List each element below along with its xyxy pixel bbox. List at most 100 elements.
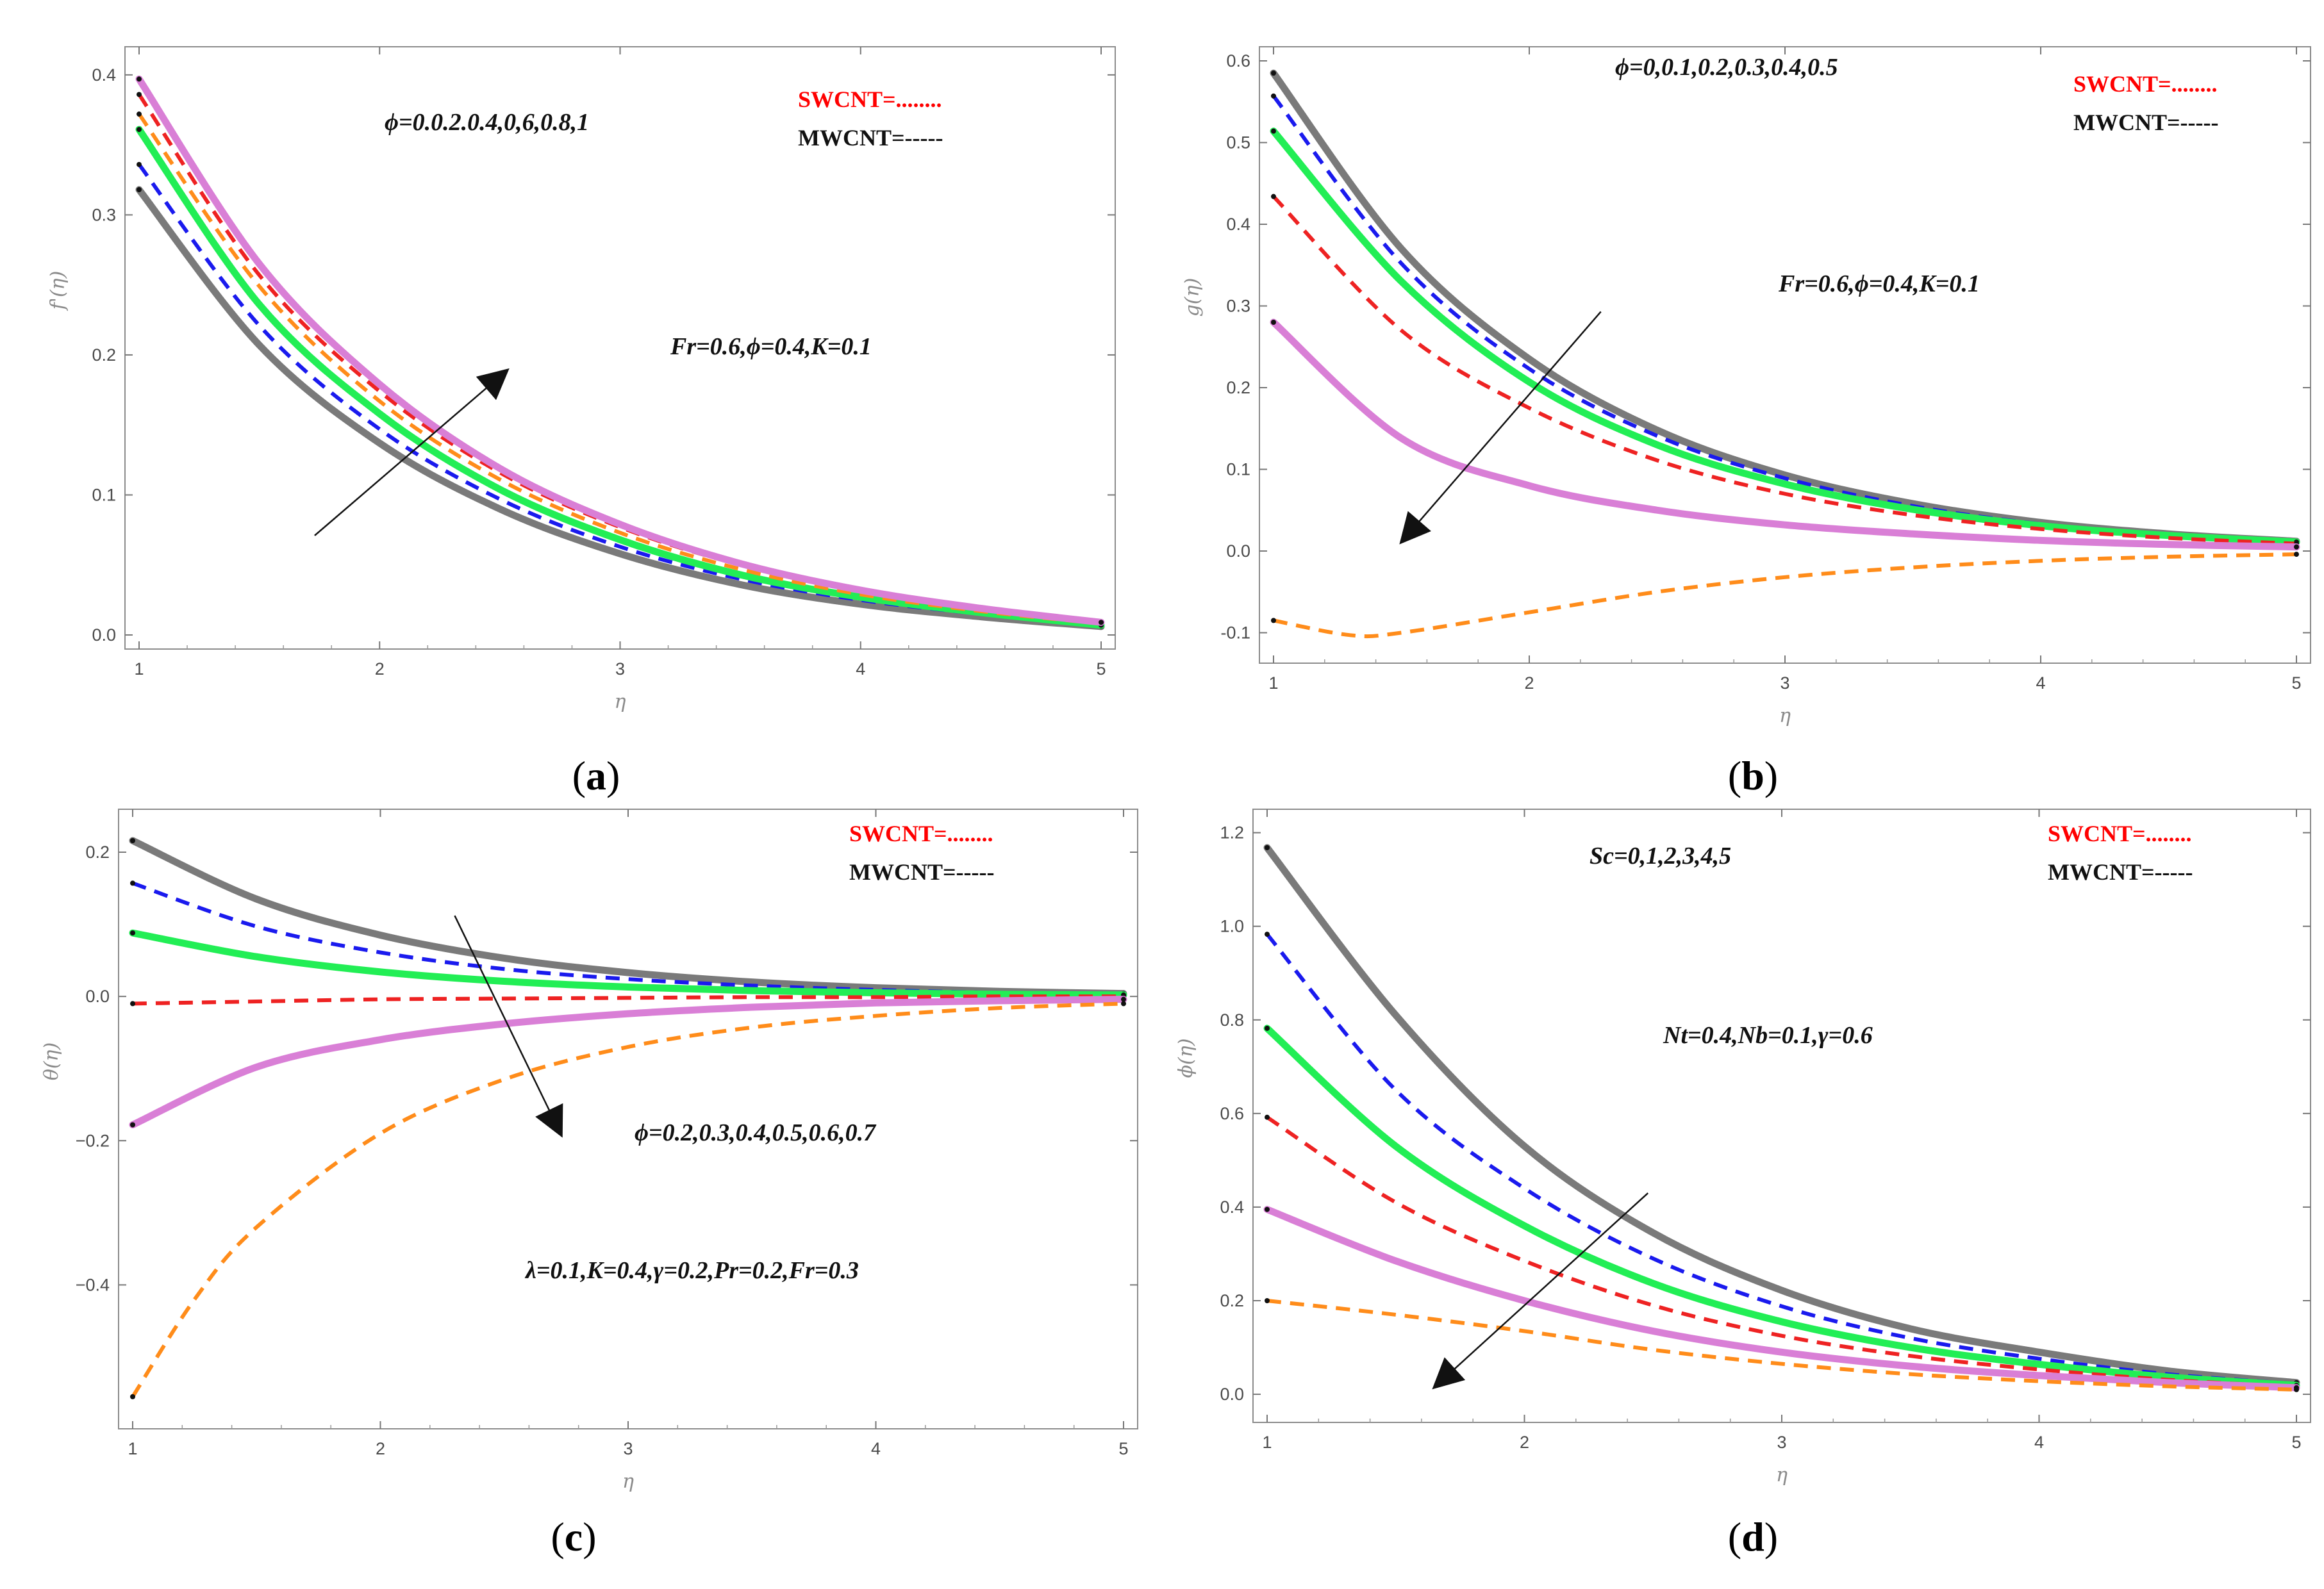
caption-open-paren: ( [551,1514,564,1560]
y-axis-label: ϕ(η) [1175,1039,1197,1078]
y-tick-label: −0.2 [76,1131,110,1150]
x-axis-label: η [615,691,626,713]
parameter-annotation: Sc=0,1,2,3,4,5 [1589,843,1731,869]
series-line-green [129,929,1127,999]
series-endpoint [1271,320,1276,325]
x-tick-label: 1 [1268,673,1278,693]
y-tick-label: 0.8 [1220,1010,1244,1030]
series-endpoint [1121,996,1126,1002]
x-tick-label: 2 [376,1439,385,1458]
series-endpoint [1265,1206,1270,1212]
x-tick-label: 5 [2291,673,2301,693]
x-axis-label: η [1779,705,1791,727]
y-tick-label: 0.0 [1220,1385,1244,1404]
parameter-annotation: ϕ=0.2,0.3,0.4,0.5,0.6,0.7 [635,1119,877,1146]
series-line-blue [132,881,1124,996]
series-line-orange [1266,1299,2297,1392]
series-endpoint [130,838,135,844]
x-tick-label: 2 [1524,673,1534,693]
trend-arrow [1399,311,1602,545]
series-line-orange [1273,552,2297,639]
series-endpoint [137,127,142,133]
legend-mwcnt: MWCNT=----- [798,125,943,151]
legend-swcnt: SWCNT=........ [849,821,993,846]
series-endpoint [1271,193,1276,199]
y-tick-label: 0.4 [92,65,116,85]
parameter-annotation: λ=0.1,K=0.4,γ=0.2,Pr=0.2,Fr=0.3 [524,1257,859,1284]
series-endpoint [130,880,135,886]
series-endpoint [1265,932,1270,937]
series-endpoint [1271,128,1276,134]
series-line-orange [131,1001,1124,1398]
y-axis-label: θ(η) [40,1042,63,1080]
x-tick-label: 5 [1118,1439,1128,1458]
series-line-green [1263,1025,2300,1389]
y-tick-label: 0.2 [1226,378,1250,397]
parameter-annotation: ϕ=0,0.1,0.2,0.3,0.4,0.5 [1615,54,1838,81]
y-tick-label: -0.1 [1220,623,1250,643]
series-line-red [1272,195,2297,546]
legend-swcnt: SWCNT=........ [2048,821,2192,846]
series-line-blue [1265,933,2297,1387]
plot-frame [124,46,1116,650]
caption-close-paren: ) [583,1514,596,1560]
plot-frame [1252,809,2311,1423]
caption-open-paren: ( [1728,753,1741,798]
caption-open-paren: ( [1728,1514,1741,1560]
legend-mwcnt: MWCNT=----- [849,859,994,885]
chart-panel-d: 1 2 3 4 5 0.0 0.2 0.4 0.6 0.8 1.0 1.2 η ϕ(η) Sc=0,1,2,… [1175,809,2311,1560]
series-endpoint [1271,618,1276,623]
series-line-magenta [135,75,1105,626]
y-tick-label: −0.4 [76,1275,110,1294]
x-tick-label: 4 [856,659,865,679]
x-tick-label: 3 [615,659,625,679]
chart-panel-b: 1 2 3 4 5 -0.1 0.0 0.1 0.2 0.3 0.4 0.5 0.6 η g(η) ϕ=0,0… [1181,46,2311,798]
series-endpoint [137,92,142,97]
x-tick-label: 3 [1780,673,1789,693]
series-endpoint [1271,70,1276,76]
series-endpoint [130,1001,135,1007]
series-endpoint [1121,1001,1126,1007]
x-tick-label: 1 [134,659,144,679]
legend-swcnt: SWCNT=........ [798,86,942,112]
x-tick-label: 3 [1777,1433,1786,1452]
series-endpoint [137,111,142,117]
panel-caption: (c) [551,1514,596,1560]
chart-panel-c: 1 2 3 4 5 −0.4 −0.2 0.0 0.2 η θ(η) ϕ=0.2,0.3,0.4,0.… [40,809,1138,1560]
series-line-magenta [1263,1206,2300,1392]
x-tick-label: 2 [1520,1433,1529,1452]
y-tick-label: 1.0 [1220,917,1244,936]
trend-arrow [454,915,563,1138]
series-line-magenta [1270,318,2300,551]
y-tick-label: 0.1 [1226,460,1250,479]
caption-close-paren: ) [1764,1514,1778,1560]
series-endpoint [2294,1387,2299,1392]
x-tick-label: 1 [128,1439,137,1458]
parameter-annotation: Fr=0.6,ϕ=0.4,K=0.1 [1778,270,1980,297]
y-tick-label: 0.4 [1226,215,1250,234]
x-tick-label: 4 [871,1439,881,1458]
x-axis-label: η [622,1470,634,1493]
y-axis-label: g(η) [1181,278,1204,317]
y-tick-label: 0.5 [1226,133,1250,152]
x-tick-label: 2 [375,659,385,679]
x-tick-label: 5 [1096,659,1106,679]
panels-group: 1 2 3 4 5 0.0 0.1 0.2 0.3 0.4 η f'(η) ϕ=0.0.2.0.4,0,… [40,46,2311,1560]
series-endpoint [130,1394,135,1399]
series-endpoint [1265,1114,1270,1120]
y-tick-label: 0.4 [1220,1198,1244,1217]
series-line-gray [1263,844,2300,1387]
caption-letter: b [1741,753,1764,798]
y-tick-label: 0.6 [1220,1104,1244,1123]
plot-frame [1259,46,2311,664]
parameter-annotation: Fr=0.6,ϕ=0.4,K=0.1 [670,333,872,360]
legend-mwcnt: MWCNT=----- [2048,859,2193,885]
caption-close-paren: ) [1764,753,1778,798]
panel-caption: (d) [1728,1514,1778,1560]
series-line-magenta [129,996,1127,1128]
y-tick-label: 1.2 [1220,823,1244,843]
x-tick-label: 3 [623,1439,633,1458]
series-line-gray [135,186,1105,630]
caption-letter: a [586,753,606,798]
